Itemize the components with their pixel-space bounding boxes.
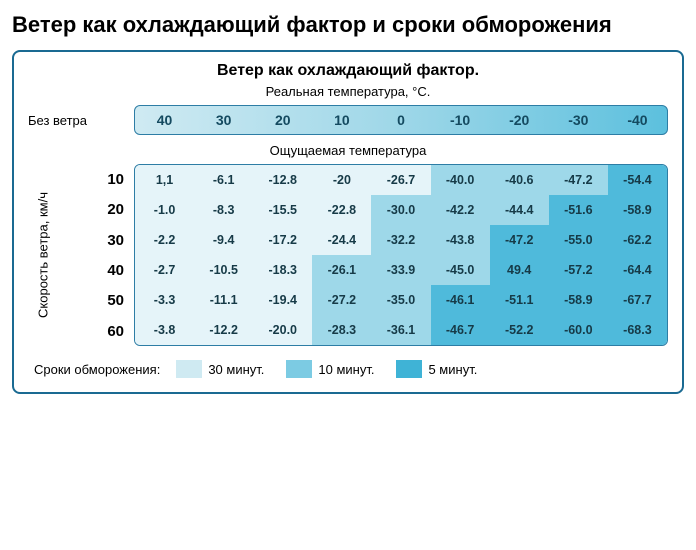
table-cell: -33.9 [371, 255, 430, 285]
legend-label: Сроки обморожения: [34, 362, 160, 377]
table-cell: -35.0 [371, 285, 430, 315]
table-cell: -52.2 [490, 315, 549, 345]
felt-temp-label: Ощущаемая температура [28, 143, 668, 158]
table-cell: -67.7 [608, 285, 667, 315]
table-cell: -19.4 [253, 285, 312, 315]
table-cell: -22.8 [312, 195, 371, 225]
table-cell: -51.1 [490, 285, 549, 315]
legend: Сроки обморожения: 30 минут. 10 минут. 5 м… [28, 360, 668, 378]
table-cell: -58.9 [549, 285, 608, 315]
table-cell: -47.2 [490, 225, 549, 255]
table-cell: -6.1 [194, 165, 253, 195]
table-cell: -47.2 [549, 165, 608, 195]
temp-header-cell: 0 [371, 106, 430, 134]
real-temp-label: Реальная температура, °C. [28, 84, 668, 99]
table-cell: -64.4 [608, 255, 667, 285]
table-cell: -24.4 [312, 225, 371, 255]
table-cell: -46.7 [431, 315, 490, 345]
chart-panel: Ветер как охлаждающий фактор. Реальная т… [12, 50, 684, 394]
temp-header-cell: -30 [549, 106, 608, 134]
no-wind-label: Без ветра [28, 113, 100, 128]
legend-text: 10 минут. [318, 362, 374, 377]
temp-header-cell: 40 [135, 106, 194, 134]
table-cell: -57.2 [549, 255, 608, 285]
legend-text: 30 минут. [208, 362, 264, 377]
table-cell: 1,1 [135, 165, 194, 195]
table-cell: -12.2 [194, 315, 253, 345]
legend-swatch [176, 360, 202, 378]
table-cell: -17.2 [253, 225, 312, 255]
table-cell: -27.2 [312, 285, 371, 315]
table-cell: -12.8 [253, 165, 312, 195]
table-cell: -11.1 [194, 285, 253, 315]
table-cell: -36.1 [371, 315, 430, 345]
table-cell: -26.1 [312, 255, 371, 285]
table-cell: -18.3 [253, 255, 312, 285]
table-cell: -20 [312, 165, 371, 195]
temp-header-cell: -10 [431, 106, 490, 134]
table-cell: -15.5 [253, 195, 312, 225]
table-cell: -8.3 [194, 195, 253, 225]
table-cell: -26.7 [371, 165, 430, 195]
y-axis: Скорость ветра, км/ч [28, 164, 54, 346]
legend-item: 10 минут. [286, 360, 374, 378]
table-cell: -40.6 [490, 165, 549, 195]
table-cell: -30.0 [371, 195, 430, 225]
speed-label: 10 [54, 164, 134, 194]
table-cell: -68.3 [608, 315, 667, 345]
table-cell: -44.4 [490, 195, 549, 225]
legend-item: 30 минут. [176, 360, 264, 378]
table-cell: -28.3 [312, 315, 371, 345]
table-cell: -9.4 [194, 225, 253, 255]
chart-body: Скорость ветра, км/ч 102030405060 1,1-6.… [28, 164, 668, 346]
temp-header-strip: 403020100-10-20-30-40 [134, 105, 668, 135]
table-cell: -60.0 [549, 315, 608, 345]
legend-item: 5 минут. [396, 360, 477, 378]
chart-title: Ветер как охлаждающий фактор. [28, 62, 668, 80]
speed-label: 20 [54, 195, 134, 225]
legend-swatch [396, 360, 422, 378]
temp-header-cell: -20 [490, 106, 549, 134]
table-cell: -2.7 [135, 255, 194, 285]
table-cell: -46.1 [431, 285, 490, 315]
temp-header-cell: 10 [312, 106, 371, 134]
table-cell: -1.0 [135, 195, 194, 225]
speed-label: 60 [54, 316, 134, 346]
table-cell: -58.9 [608, 195, 667, 225]
table-cell: -20.0 [253, 315, 312, 345]
table-cell: -40.0 [431, 165, 490, 195]
table-cell: -3.3 [135, 285, 194, 315]
temp-header-cell: 30 [194, 106, 253, 134]
table-cell: -42.2 [431, 195, 490, 225]
speed-label: 40 [54, 255, 134, 285]
table-cell: -45.0 [431, 255, 490, 285]
temp-header-cell: -40 [608, 106, 667, 134]
legend-swatch [286, 360, 312, 378]
speed-labels: 102030405060 [54, 164, 134, 346]
table-cell: -32.2 [371, 225, 430, 255]
speed-label: 30 [54, 225, 134, 255]
table-cell: -10.5 [194, 255, 253, 285]
y-axis-label: Скорость ветра, км/ч [36, 192, 51, 318]
table-cell: -2.2 [135, 225, 194, 255]
speed-label: 50 [54, 286, 134, 316]
legend-text: 5 минут. [428, 362, 477, 377]
table-cell: -55.0 [549, 225, 608, 255]
temp-header-row: Без ветра 403020100-10-20-30-40 [28, 105, 668, 135]
table-cell: -43.8 [431, 225, 490, 255]
page-title: Ветер как охлаждающий фактор и сроки обм… [12, 12, 684, 38]
heatmap: 1,1-6.1-12.8-20-26.7-40.0-40.6-47.2-54.4… [134, 164, 668, 346]
table-cell: -62.2 [608, 225, 667, 255]
table-cell: -51.6 [549, 195, 608, 225]
table-cell: 49.4 [490, 255, 549, 285]
table-cell: -3.8 [135, 315, 194, 345]
temp-header-cell: 20 [253, 106, 312, 134]
table-cell: -54.4 [608, 165, 667, 195]
